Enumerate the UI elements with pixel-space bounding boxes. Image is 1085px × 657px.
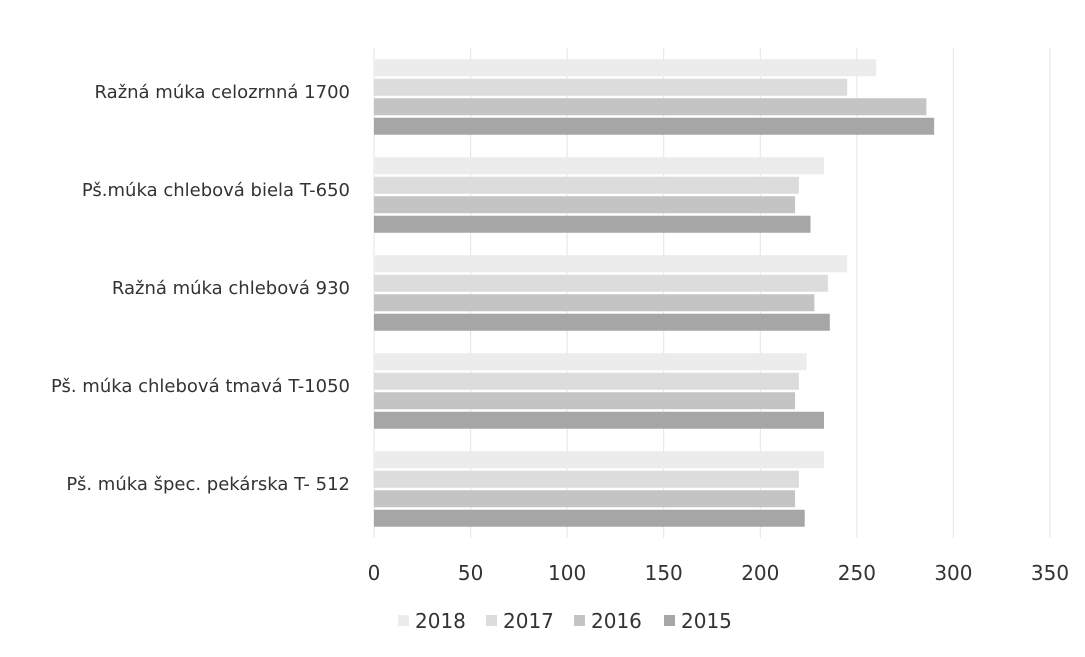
bar-2018 bbox=[374, 59, 877, 77]
bar-2018 bbox=[374, 255, 848, 273]
bar-2015 bbox=[374, 509, 805, 527]
bars bbox=[374, 59, 935, 527]
bar-2016 bbox=[374, 490, 796, 508]
x-tick-label: 200 bbox=[741, 561, 779, 585]
category-label: Pš. múka chlebová tmavá T-1050 bbox=[51, 376, 350, 397]
bar-2016 bbox=[374, 392, 796, 410]
x-tick-label: 250 bbox=[838, 561, 876, 585]
bar-2018 bbox=[374, 157, 825, 175]
legend-label: 2015 bbox=[681, 609, 732, 633]
legend-swatch bbox=[574, 615, 585, 626]
legend-item-2015: 2015 bbox=[664, 609, 732, 633]
category-labels: Ražná múka celozrnná 1700 Pš.múka chlebov… bbox=[51, 82, 350, 495]
bar-2018 bbox=[374, 353, 807, 371]
bar-2017 bbox=[374, 274, 828, 292]
x-tick-label: 50 bbox=[458, 561, 483, 585]
legend-label: 2016 bbox=[591, 609, 642, 633]
legend-label: 2017 bbox=[503, 609, 554, 633]
x-tick-label: 0 bbox=[368, 561, 381, 585]
legend-swatch bbox=[486, 615, 497, 626]
bar-2016 bbox=[374, 196, 796, 214]
legend-item-2017: 2017 bbox=[486, 609, 554, 633]
bar-2017 bbox=[374, 78, 848, 96]
bar-2017 bbox=[374, 372, 799, 390]
category-label: Ražná múka chlebová 930 bbox=[112, 278, 350, 299]
x-axis-tick-labels: 0 50 100 150 200 250 300 350 bbox=[368, 561, 1069, 585]
legend-label: 2018 bbox=[415, 609, 466, 633]
bar-2017 bbox=[374, 176, 799, 194]
bar-2015 bbox=[374, 411, 825, 429]
category-label: Pš. múka špec. pekárska T- 512 bbox=[66, 474, 350, 495]
legend-item-2016: 2016 bbox=[574, 609, 642, 633]
bar-2016 bbox=[374, 98, 927, 116]
x-tick-label: 150 bbox=[645, 561, 683, 585]
legend-swatch bbox=[398, 615, 409, 626]
legend-swatch bbox=[664, 615, 675, 626]
category-label: Pš.múka chlebová biela T-650 bbox=[82, 180, 350, 201]
bar-2015 bbox=[374, 117, 935, 135]
legend: 2018 2017 2016 2015 bbox=[398, 609, 732, 633]
bar-2018 bbox=[374, 451, 825, 469]
bar-2015 bbox=[374, 313, 830, 331]
bar-2017 bbox=[374, 470, 799, 488]
category-label: Ražná múka celozrnná 1700 bbox=[95, 82, 350, 103]
bar-2015 bbox=[374, 215, 811, 233]
legend-item-2018: 2018 bbox=[398, 609, 466, 633]
x-tick-label: 300 bbox=[934, 561, 972, 585]
x-tick-label: 100 bbox=[548, 561, 586, 585]
bar-2016 bbox=[374, 294, 815, 312]
x-tick-label: 350 bbox=[1031, 561, 1069, 585]
